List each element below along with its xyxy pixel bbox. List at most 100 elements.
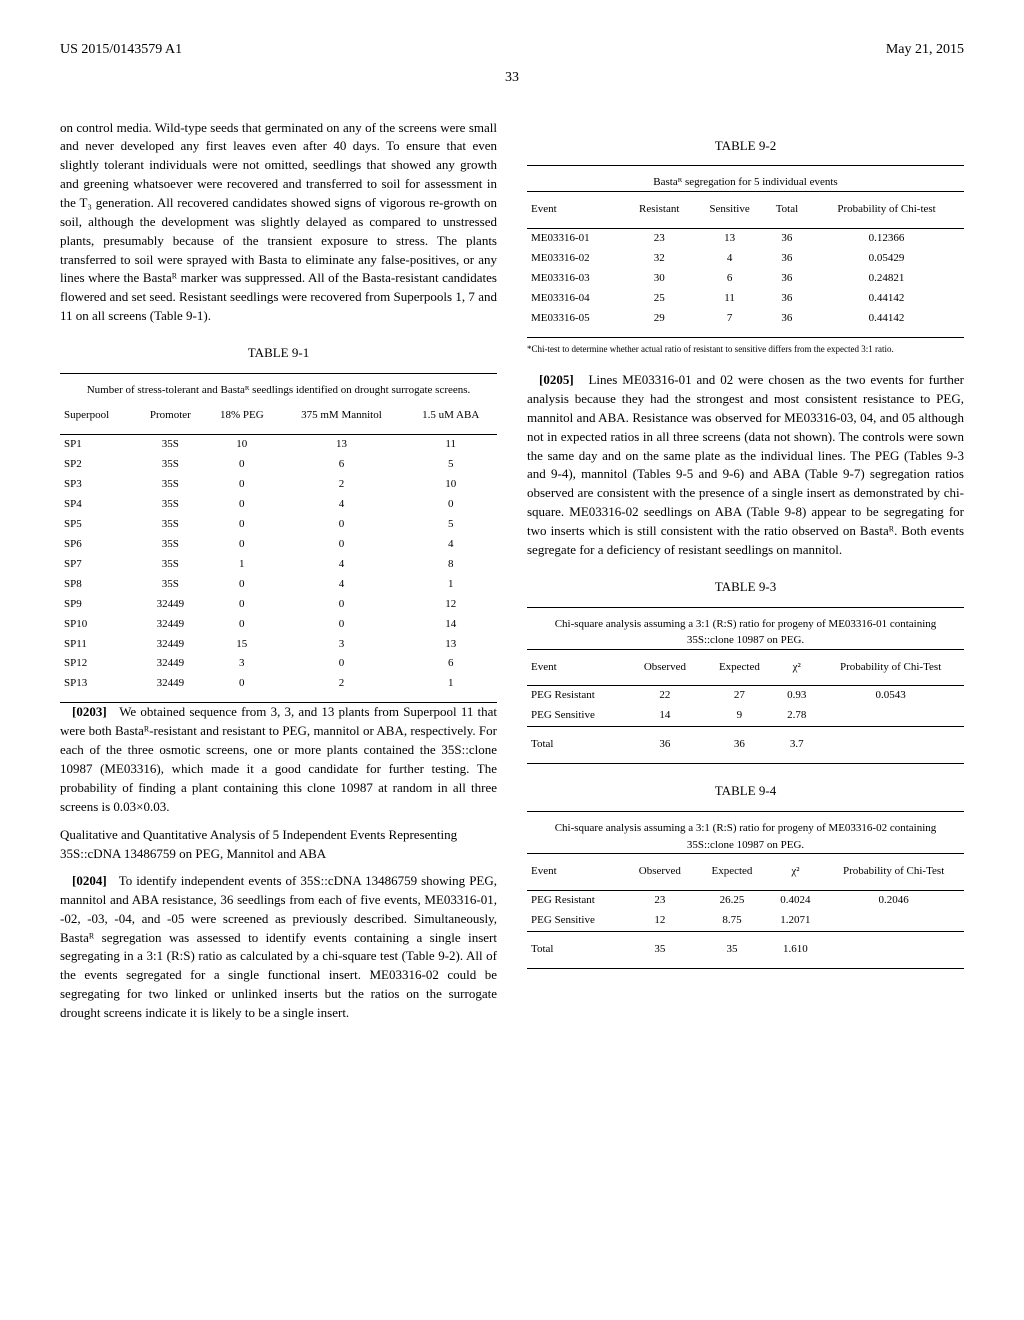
t94-h2: Expected [696,854,767,891]
t91-h1: Promoter [136,398,206,434]
table-cell: 0 [205,455,278,475]
table-cell: 5 [404,515,497,535]
table-cell: 30 [624,269,694,289]
t92-h0: Event [527,191,624,228]
table-cell: 35S [136,455,206,475]
table-row: SP635S004 [60,535,497,555]
table-cell: 4 [279,555,405,575]
table-cell: 0.24821 [809,269,964,289]
table-row: PEG Resistant22270.930.0543 [527,686,964,706]
table-cell: 35S [136,495,206,515]
table-cell: 32449 [136,654,206,674]
table-cell: 0 [279,654,405,674]
table-cell: SP13 [60,674,136,694]
paragraph-continuation: on control media. Wild-type seeds that g… [60,119,497,326]
table-cell: 35S [136,435,206,455]
table-cell: 22 [627,686,702,706]
table-cell [823,911,964,931]
table-row: ME03316-02324360.05429 [527,249,964,269]
table-cell: 32449 [136,674,206,694]
table-cell: SP4 [60,495,136,515]
table-cell: 0 [205,575,278,595]
right-column: TABLE 9-2 Bastaᴿ segregation for 5 indiv… [527,119,964,1033]
table-cell: 35S [136,535,206,555]
table-row: PEG Sensitive128.751.2071 [527,911,964,931]
t94-h1: Observed [623,854,696,891]
table-cell: 14 [404,615,497,635]
t92-h2: Sensitive [694,191,764,228]
para-num-0204: [0204] [72,873,107,888]
table-cell: 0 [205,615,278,635]
t92-h3: Total [765,191,809,228]
table-cell: ME03316-02 [527,249,624,269]
table-cell: 27 [703,686,777,706]
table-cell [817,706,964,726]
table-row: SP735S148 [60,555,497,575]
t93-total-2: 36 [703,727,777,764]
t91-h4: 1.5 uM ABA [404,398,497,434]
publication-number: US 2015/0143579 A1 [60,40,182,60]
table-cell: 8 [404,555,497,575]
t92-h1: Resistant [624,191,694,228]
table-cell: 0 [279,615,405,635]
table-cell: 10 [205,435,278,455]
table-9-3: Chi-square analysis assuming a 3:1 (R:S)… [527,607,964,765]
table-cell: PEG Sensitive [527,706,627,726]
table-cell: 1 [205,555,278,575]
table-cell: 10 [404,475,497,495]
table-cell: 13 [694,228,764,248]
table-row: SP135S101311 [60,435,497,455]
t94-total-1: 35 [623,931,696,968]
table-row: SP335S0210 [60,475,497,495]
table-cell: 36 [765,309,809,329]
table-cell: 0 [404,495,497,515]
table-cell: 2 [279,674,405,694]
t93-total-4 [817,727,964,764]
t94-h4: Probability of Chi-Test [823,854,964,891]
paragraph-0204-text: To identify independent events of 35S::c… [60,873,497,1020]
table-row: SP435S040 [60,495,497,515]
table-cell: 35S [136,575,206,595]
table-cell: 0.4024 [768,891,824,911]
table-row: ME03316-042511360.44142 [527,289,964,309]
t93-h0: Event [527,649,627,686]
table-cell: SP11 [60,635,136,655]
table-row: ME03316-012313360.12366 [527,228,964,248]
t93-h3: χ² [776,649,817,686]
table-cell: 5 [404,455,497,475]
table-cell: 35S [136,475,206,495]
paragraph-0203-text: We obtained sequence from 3, 3, and 13 p… [60,704,497,813]
table-cell: 7 [694,309,764,329]
table-cell: 0 [205,475,278,495]
table-row: ME03316-03306360.24821 [527,269,964,289]
t94-h0: Event [527,854,623,891]
table-cell: 3 [205,654,278,674]
paragraph-0203: [0203] We obtained sequence from 3, 3, a… [60,703,497,816]
table-cell: 36 [765,228,809,248]
table-cell: 1.2071 [768,911,824,931]
subsection-heading: Qualitative and Quantitative Analysis of… [60,826,497,864]
table-cell: 0.12366 [809,228,964,248]
t94-h3: χ² [768,854,824,891]
table-cell: 32 [624,249,694,269]
para-num-0203: [0203] [72,704,107,719]
table-9-3-caption: Chi-square analysis assuming a 3:1 (R:S)… [527,616,964,650]
t93-h4: Probability of Chi-Test [817,649,964,686]
table-cell: 11 [694,289,764,309]
table-cell: SP2 [60,455,136,475]
table-cell: 0.44142 [809,289,964,309]
table-cell: 32449 [136,595,206,615]
table-cell: SP3 [60,475,136,495]
table-cell: 26.25 [696,891,767,911]
publication-date: May 21, 2015 [886,40,964,60]
table-cell: 0.05429 [809,249,964,269]
table-cell: 1 [404,575,497,595]
table-row: PEG Resistant2326.250.40240.2046 [527,891,964,911]
table-cell: 6 [694,269,764,289]
table-cell: PEG Resistant [527,686,627,706]
paragraph-0205: [0205] Lines ME03316-01 and 02 were chos… [527,371,964,559]
table-cell: PEG Resistant [527,891,623,911]
table-row: SP835S041 [60,575,497,595]
table-cell: 32449 [136,615,206,635]
paragraph-0204: [0204] To identify independent events of… [60,872,497,1023]
